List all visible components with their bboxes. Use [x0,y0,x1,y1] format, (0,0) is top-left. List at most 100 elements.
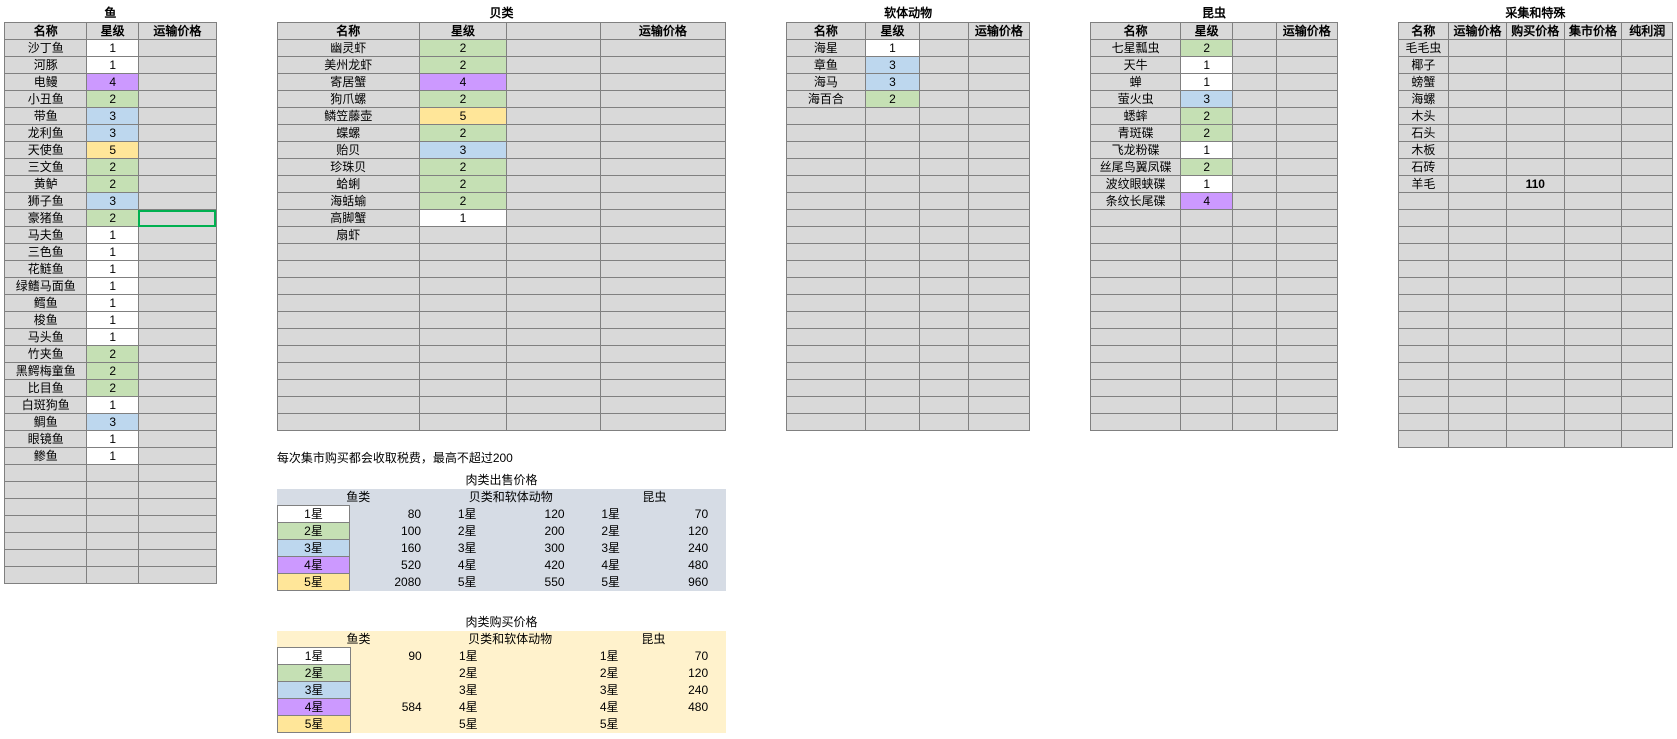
empty-cell[interactable] [138,465,216,482]
empty-cell[interactable] [920,142,968,159]
price-val[interactable]: 480 [638,699,726,716]
hdr-trans[interactable]: 运输价格 [1276,23,1337,40]
empty-cell[interactable] [1091,329,1181,346]
hdr-star[interactable]: 星级 [865,23,920,40]
empty-cell[interactable] [920,278,968,295]
star-label[interactable]: 3星 [277,682,351,699]
empty-cell[interactable] [1181,380,1233,397]
blank-cell[interactable] [1233,159,1277,176]
empty-cell[interactable] [1506,329,1564,346]
price-val[interactable]: 2080 [350,574,439,591]
trans-cell[interactable] [138,431,216,448]
star-cell[interactable]: 1 [87,244,138,261]
empty-cell[interactable] [1449,193,1507,210]
price-val[interactable]: 584 [351,699,440,716]
star-label[interactable]: 3星 [277,540,349,557]
empty-cell[interactable] [787,380,865,397]
empty-cell[interactable] [507,261,600,278]
empty-cell[interactable] [865,278,920,295]
empty-cell[interactable] [277,397,419,414]
empty-cell[interactable] [865,380,920,397]
empty-cell[interactable] [920,397,968,414]
empty-cell[interactable] [419,414,507,431]
empty-cell[interactable] [1181,363,1233,380]
empty-cell[interactable] [1398,278,1449,295]
star-cell[interactable]: 3 [1181,91,1233,108]
blank-cell[interactable] [507,57,600,74]
empty-cell[interactable] [1564,278,1622,295]
price-val[interactable] [351,682,440,699]
star-cell[interactable]: 2 [419,176,507,193]
empty-cell[interactable] [787,346,865,363]
price-val[interactable]: 120 [639,523,726,540]
sell-table[interactable]: 鱼类贝类和软体动物昆虫1星801星1201星702星1002星2002星1203… [277,489,726,591]
hdr-trans[interactable]: 运输价格 [968,23,1030,40]
trans-cell[interactable] [1449,40,1507,57]
name-cell[interactable]: 黄鲈 [5,176,87,193]
blank-cell[interactable] [507,91,600,108]
empty-cell[interactable] [1449,312,1507,329]
trans-cell[interactable] [1276,108,1337,125]
empty-cell[interactable] [1091,414,1181,431]
gather-table[interactable]: 名称运输价格购买价格集市价格纯利润毛毛虫椰子螃蟹海螺木头石头木板石砖羊毛110 [1398,22,1673,448]
empty-cell[interactable] [507,414,600,431]
star-cell[interactable]: 2 [419,159,507,176]
trans-cell[interactable] [138,312,216,329]
empty-cell[interactable] [1233,397,1277,414]
star-label[interactable]: 1星 [439,506,495,523]
empty-cell[interactable] [1276,244,1337,261]
empty-cell[interactable] [507,346,600,363]
star-cell[interactable]: 4 [419,74,507,91]
star-cell[interactable]: 2 [87,380,138,397]
buy-cell[interactable] [1506,142,1564,159]
star-cell[interactable]: 4 [87,74,138,91]
blank-cell[interactable] [1233,91,1277,108]
star-label[interactable]: 4星 [440,699,497,716]
empty-cell[interactable] [5,499,87,516]
price-val[interactable]: 960 [639,574,726,591]
empty-cell[interactable] [1233,312,1277,329]
empty-cell[interactable] [1564,397,1622,414]
empty-cell[interactable] [920,176,968,193]
buy-cell[interactable]: 110 [1506,176,1564,193]
empty-cell[interactable] [1181,261,1233,278]
profit-cell[interactable] [1622,159,1673,176]
trans-cell[interactable] [138,74,216,91]
empty-cell[interactable] [87,465,138,482]
empty-cell[interactable] [1622,397,1673,414]
price-val[interactable] [497,716,581,733]
trans-cell[interactable] [138,397,216,414]
empty-cell[interactable] [1091,210,1181,227]
hdr-trans[interactable]: 运输价格 [600,23,726,40]
empty-cell[interactable] [1276,295,1337,312]
empty-cell[interactable] [507,329,600,346]
empty-cell[interactable] [1622,414,1673,431]
name-cell[interactable]: 海百合 [787,91,865,108]
empty-cell[interactable] [865,142,920,159]
trans-cell[interactable] [1449,108,1507,125]
empty-cell[interactable] [968,159,1030,176]
empty-cell[interactable] [1181,278,1233,295]
star-cell[interactable]: 2 [87,176,138,193]
profit-cell[interactable] [1622,74,1673,91]
empty-cell[interactable] [419,278,507,295]
name-cell[interactable]: 竹夹鱼 [5,346,87,363]
empty-cell[interactable] [1398,193,1449,210]
trans-cell[interactable] [138,244,216,261]
name-cell[interactable]: 蛤蜊 [277,176,419,193]
name-cell[interactable]: 梭鱼 [5,312,87,329]
star-cell[interactable]: 4 [1181,193,1233,210]
empty-cell[interactable] [1181,414,1233,431]
star-cell[interactable]: 2 [1181,125,1233,142]
trans-cell[interactable] [600,125,726,142]
star-cell[interactable]: 1 [865,40,920,57]
star-label[interactable]: 4星 [583,557,639,574]
empty-cell[interactable] [1233,346,1277,363]
blank-cell[interactable] [920,40,968,57]
profit-cell[interactable] [1622,40,1673,57]
star-label[interactable]: 3星 [440,682,497,699]
empty-cell[interactable] [787,397,865,414]
trans-cell[interactable] [1276,74,1337,91]
star-label[interactable]: 2星 [439,523,495,540]
empty-cell[interactable] [1564,244,1622,261]
